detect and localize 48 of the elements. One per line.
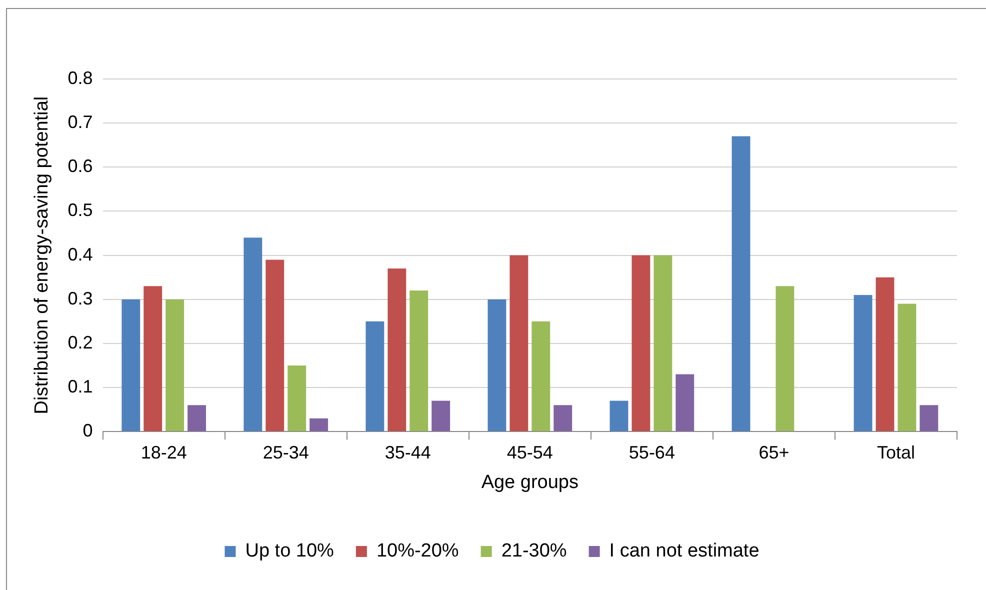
bar xyxy=(554,405,572,432)
bar xyxy=(366,321,384,432)
y-tick-label: 0.7 xyxy=(68,112,93,132)
bar xyxy=(898,304,916,432)
bar xyxy=(122,299,140,432)
x-tick-label: 55-64 xyxy=(628,442,675,462)
bar xyxy=(410,290,428,432)
bar xyxy=(732,136,750,432)
bar xyxy=(876,277,894,432)
y-axis-title: Distribution of energy-saving potential xyxy=(32,96,53,414)
x-tick-label: 45-54 xyxy=(506,442,553,462)
bar xyxy=(488,299,506,432)
bar xyxy=(388,268,406,432)
x-axis-title: Age groups xyxy=(481,472,579,493)
bar xyxy=(610,400,628,432)
bar xyxy=(510,255,528,432)
bar xyxy=(188,405,206,432)
bar xyxy=(432,400,450,432)
y-tick-label: 0.1 xyxy=(68,376,93,396)
bar xyxy=(244,238,262,432)
x-tick-label: 18-24 xyxy=(140,442,187,462)
y-tick-label: 0.2 xyxy=(68,332,93,352)
x-tick-label: 25-34 xyxy=(262,442,309,462)
bar xyxy=(654,255,672,432)
y-tick-label: 0.5 xyxy=(68,200,93,220)
bar xyxy=(288,365,306,432)
y-tick-label: 0.3 xyxy=(68,288,93,308)
bar xyxy=(310,418,328,432)
y-tick-label: 0.4 xyxy=(68,244,93,264)
y-tick-label: 0 xyxy=(82,420,93,441)
x-tick-label: 65+ xyxy=(758,442,790,462)
legend-label: 21-30% xyxy=(501,540,567,562)
legend-label: I can not estimate xyxy=(609,540,760,562)
y-tick-label: 0.6 xyxy=(68,156,93,176)
y-tick-label: 0.8 xyxy=(68,68,93,88)
legend-label: Up to 10% xyxy=(245,540,334,562)
bar xyxy=(144,286,162,432)
x-tick-label: 35-44 xyxy=(384,442,431,462)
x-tick-label: Total xyxy=(876,442,916,462)
bar xyxy=(632,255,650,432)
bar xyxy=(776,286,794,432)
legend-label: 10%-20% xyxy=(376,540,459,562)
bar xyxy=(920,405,938,432)
bar xyxy=(532,321,550,432)
bar xyxy=(266,260,284,432)
bar xyxy=(166,299,184,432)
bar xyxy=(854,294,872,432)
bar xyxy=(676,374,694,432)
